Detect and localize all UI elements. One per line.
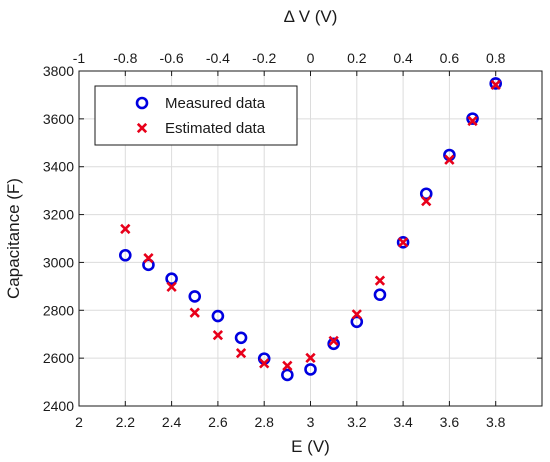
estimated-point xyxy=(328,335,339,347)
top-tick-label: 0.6 xyxy=(440,50,460,66)
measured-point xyxy=(489,77,503,90)
series-measured xyxy=(119,77,503,382)
estimated-point xyxy=(189,307,200,318)
measured-point xyxy=(327,337,340,351)
y-tick-label: 3200 xyxy=(43,207,74,223)
measured-point xyxy=(165,272,178,286)
top-tick-label: -0.8 xyxy=(113,50,137,66)
legend-label-estimated: Estimated data xyxy=(165,120,266,137)
y-tick-label: 2600 xyxy=(43,350,74,366)
legend-box xyxy=(94,85,298,146)
estimated-point xyxy=(374,275,386,286)
y-tick-label: 3800 xyxy=(43,63,74,79)
y-tick-label: 2800 xyxy=(43,302,74,318)
estimated-point xyxy=(212,330,224,341)
x-axis-label: E (V) xyxy=(291,437,330,456)
measured-point xyxy=(373,288,387,302)
tick-labels: 2 2.2 2.4 2.6 2.8 3 3.2 3.4 3.6 3.8 -1 -0.8 -0.6 -0.4… xyxy=(43,50,506,430)
legend: Measured data Estimated data xyxy=(94,85,298,146)
measured-point xyxy=(281,368,294,382)
x-tick-label: 2.6 xyxy=(208,414,228,430)
x-tick-label: 3.2 xyxy=(347,414,367,430)
x-tick-label: 3.8 xyxy=(486,414,506,430)
legend-marker-estimated xyxy=(136,122,148,134)
x-tick-label: 3.6 xyxy=(440,414,460,430)
legend-marker-measured xyxy=(135,96,149,110)
top-tick-label: 0.2 xyxy=(347,50,367,66)
x-tick-label: 3.4 xyxy=(393,414,413,430)
estimated-point xyxy=(120,223,131,235)
y-tick-label: 2400 xyxy=(43,398,74,414)
x-tick-label: 2 xyxy=(75,414,83,430)
top-tick-label: 0.4 xyxy=(393,50,413,66)
series-layer xyxy=(119,77,503,382)
measured-point xyxy=(188,290,202,303)
x-tick-label: 2.4 xyxy=(162,414,182,430)
x-tick-label: 2.8 xyxy=(254,414,274,430)
estimated-point xyxy=(235,347,247,359)
top-tick-label: 0.8 xyxy=(486,50,506,66)
measured-point xyxy=(466,112,479,125)
top-axis-label: Δ V (V) xyxy=(284,7,338,26)
measured-point xyxy=(119,248,132,262)
estimated-point xyxy=(166,281,177,292)
x-tick-label: 3 xyxy=(307,414,315,430)
y-tick-label: 3600 xyxy=(43,111,74,127)
legend-label-measured: Measured data xyxy=(165,95,266,112)
measured-point xyxy=(234,331,248,345)
x-tick-label: 2.2 xyxy=(116,414,136,430)
top-tick-label: -0.2 xyxy=(252,50,276,66)
top-tick-label: -0.6 xyxy=(160,50,184,66)
series-estimated xyxy=(120,79,501,371)
estimated-point xyxy=(444,154,455,165)
ticks xyxy=(78,70,542,407)
y-axis-label: Capacitance (F) xyxy=(4,178,23,299)
measured-point xyxy=(211,309,225,323)
estimated-point xyxy=(143,252,154,264)
y-tick-label: 3400 xyxy=(43,159,74,175)
estimated-point xyxy=(351,309,362,320)
estimated-point xyxy=(397,237,409,248)
measured-point xyxy=(304,363,317,376)
estimated-point xyxy=(282,360,293,371)
measured-point xyxy=(350,315,364,329)
top-tick-label: -1 xyxy=(73,50,86,66)
estimated-point xyxy=(467,115,478,127)
estimated-point xyxy=(305,352,316,364)
top-tick-label: 0 xyxy=(307,50,315,66)
measured-point xyxy=(419,187,433,201)
measured-point xyxy=(396,236,410,249)
estimated-point xyxy=(259,358,270,369)
top-tick-label: -0.4 xyxy=(206,50,230,66)
estimated-point xyxy=(490,79,501,91)
estimated-point xyxy=(421,196,432,207)
y-tick-label: 3000 xyxy=(43,254,74,270)
